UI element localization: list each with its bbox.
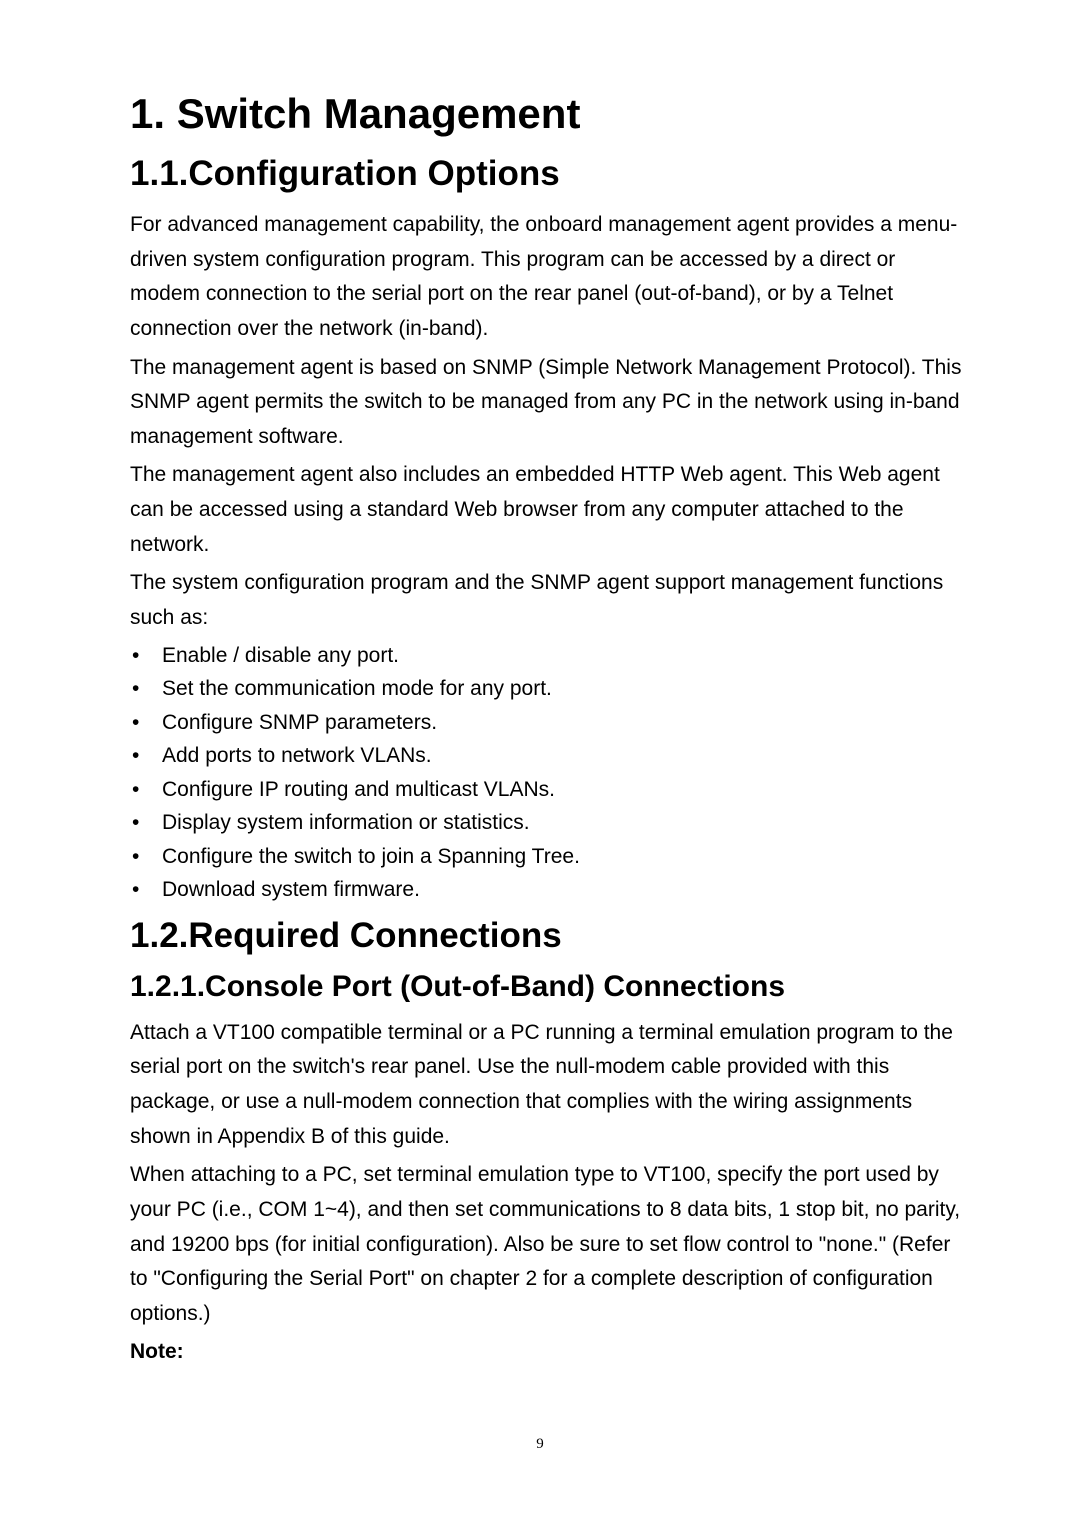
section-heading-1-1: 1.1.Configuration Options [130,154,970,194]
bullet-list: Enable / disable any port. Set the commu… [130,640,970,906]
page-number: 9 [0,1436,1080,1453]
list-item: Add ports to network VLANs. [130,740,970,772]
list-item: Enable / disable any port. [130,640,970,672]
list-item: Configure IP routing and multicast VLANs… [130,774,970,806]
paragraph: The management agent also includes an em… [130,458,970,562]
subsection-heading-1-2-1: 1.2.1.Console Port (Out-of-Band) Connect… [130,970,970,1004]
list-item: Configure the switch to join a Spanning … [130,841,970,873]
list-item: Download system firmware. [130,874,970,906]
paragraph: When attaching to a PC, set terminal emu… [130,1158,970,1331]
list-item: Display system information or statistics… [130,807,970,839]
document-title: 1. Switch Management [130,90,970,138]
note-label: Note: [130,1335,970,1370]
section-heading-1-2: 1.2.Required Connections [130,916,970,956]
paragraph: For advanced management capability, the … [130,208,970,347]
list-item: Configure SNMP parameters. [130,707,970,739]
list-item: Set the communication mode for any port. [130,673,970,705]
paragraph: Attach a VT100 compatible terminal or a … [130,1016,970,1155]
paragraph: The system configuration program and the… [130,566,970,635]
paragraph: The management agent is based on SNMP (S… [130,351,970,455]
